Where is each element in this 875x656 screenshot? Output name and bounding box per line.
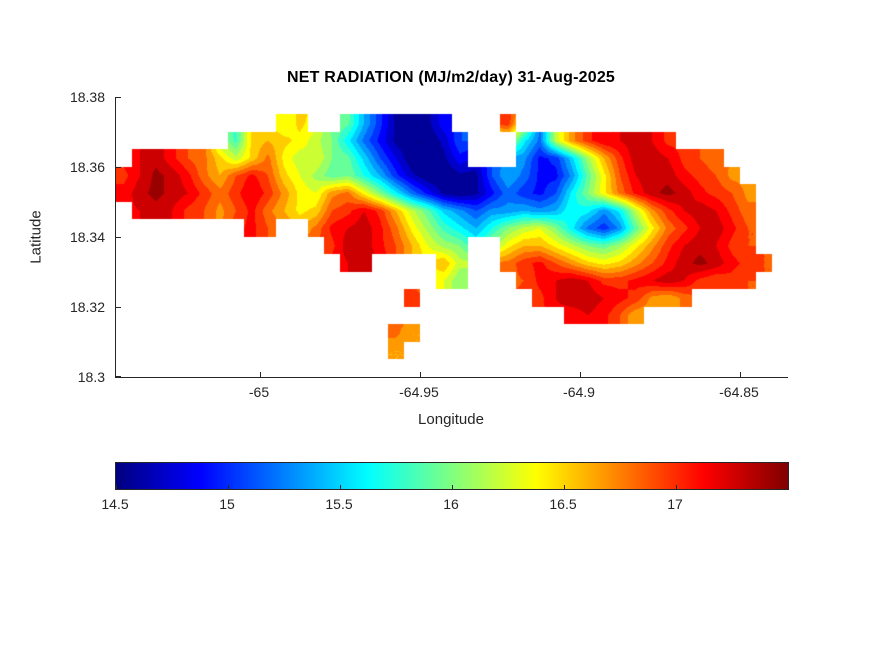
y-axis-tick-mark bbox=[116, 237, 121, 238]
colorbar-tick-mark bbox=[116, 485, 117, 489]
x-axis-label: Longitude bbox=[418, 411, 484, 428]
x-axis-tick-mark bbox=[420, 372, 421, 377]
colorbar-tick-mark bbox=[676, 485, 677, 489]
y-axis-label: Latitude bbox=[27, 210, 45, 264]
y-tick-label: 18.38 bbox=[69, 89, 105, 105]
y-tick-label: 18.34 bbox=[69, 229, 105, 245]
colorbar bbox=[115, 462, 789, 490]
colorbar-tick-label: 16.5 bbox=[549, 496, 577, 512]
colorbar-tick-mark bbox=[340, 485, 341, 489]
y-axis-tick-mark bbox=[116, 307, 121, 308]
colorbar-tick-label: 14.5 bbox=[101, 496, 129, 512]
y-tick-label: 18.3 bbox=[77, 369, 105, 385]
plot-title: NET RADIATION (MJ/m2/day) 31-Aug-2025 bbox=[286, 69, 616, 86]
x-axis-tick-mark bbox=[740, 372, 741, 377]
colorbar-tick-label: 15.5 bbox=[325, 496, 353, 512]
x-tick-label: -65 bbox=[248, 384, 270, 400]
colorbar-tick-label: 16 bbox=[443, 496, 459, 512]
colorbar-tick-label: 17 bbox=[667, 496, 683, 512]
colorbar-tick-mark bbox=[228, 485, 229, 489]
net-radiation-contour-map bbox=[116, 97, 788, 377]
x-axis-tick-mark bbox=[260, 372, 261, 377]
colorbar-tick-label: 15 bbox=[219, 496, 235, 512]
x-tick-label: -64.95 bbox=[399, 384, 439, 400]
y-tick-label: 18.32 bbox=[69, 299, 105, 315]
y-axis-tick-mark bbox=[116, 376, 121, 377]
x-axis-tick-mark bbox=[580, 372, 581, 377]
x-tick-label: -64.85 bbox=[719, 384, 759, 400]
y-tick-label: 18.36 bbox=[69, 159, 105, 175]
colorbar-tick-mark bbox=[452, 485, 453, 489]
y-axis-tick-mark bbox=[116, 97, 121, 98]
y-axis-tick-mark bbox=[116, 167, 121, 168]
x-tick-label: -64.9 bbox=[563, 384, 595, 400]
colorbar-tick-mark bbox=[564, 485, 565, 489]
plot-area bbox=[115, 97, 788, 378]
